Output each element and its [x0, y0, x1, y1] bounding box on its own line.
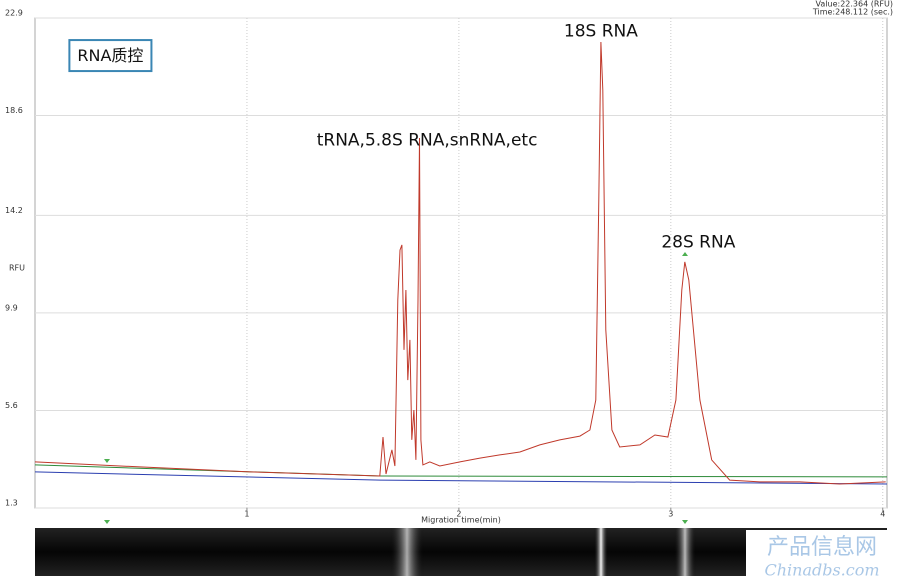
y-tick-label: 14.2	[5, 206, 23, 215]
readout-time: Time:248.112 (sec.)	[812, 8, 893, 17]
y-tick-label: 22.9	[5, 9, 23, 18]
gel-band	[594, 528, 608, 576]
gel-image	[35, 528, 887, 576]
annotation: 28S RNA	[661, 233, 735, 253]
gel-band	[674, 528, 696, 576]
gel-band	[390, 528, 424, 576]
annotation: 18S RNA	[564, 22, 638, 42]
gel-strip	[35, 528, 887, 576]
x-tick-label: 2	[456, 510, 461, 519]
trace	[34, 464, 888, 478]
annotation-box	[68, 39, 153, 73]
y-tick-label: 5.6	[5, 401, 18, 410]
x-tick-label: 3	[668, 510, 673, 519]
watermark: Chinadbs.com	[764, 561, 879, 580]
plot-area	[34, 17, 888, 509]
grid	[35, 17, 887, 509]
x-tick-label: 1	[244, 510, 249, 519]
trace	[34, 41, 886, 485]
y-tick-label: 18.6	[5, 106, 23, 115]
x-axis-label: Migration time(min)	[421, 516, 501, 525]
y-axis-label: RFU	[9, 264, 25, 273]
y-tick-label: 1.3	[5, 499, 18, 508]
trace	[34, 471, 888, 485]
x-tick-label: 4	[880, 510, 885, 519]
annotation: tRNA,5.8S RNA,snRNA,etc	[317, 131, 538, 151]
y-tick-label: 9.9	[5, 303, 18, 312]
readout-value: Value:22.364 (RFU)	[816, 0, 893, 9]
watermark-bg	[746, 530, 900, 581]
annotation: RNA质控	[77, 46, 143, 65]
watermark: 产品信息网	[767, 535, 877, 560]
